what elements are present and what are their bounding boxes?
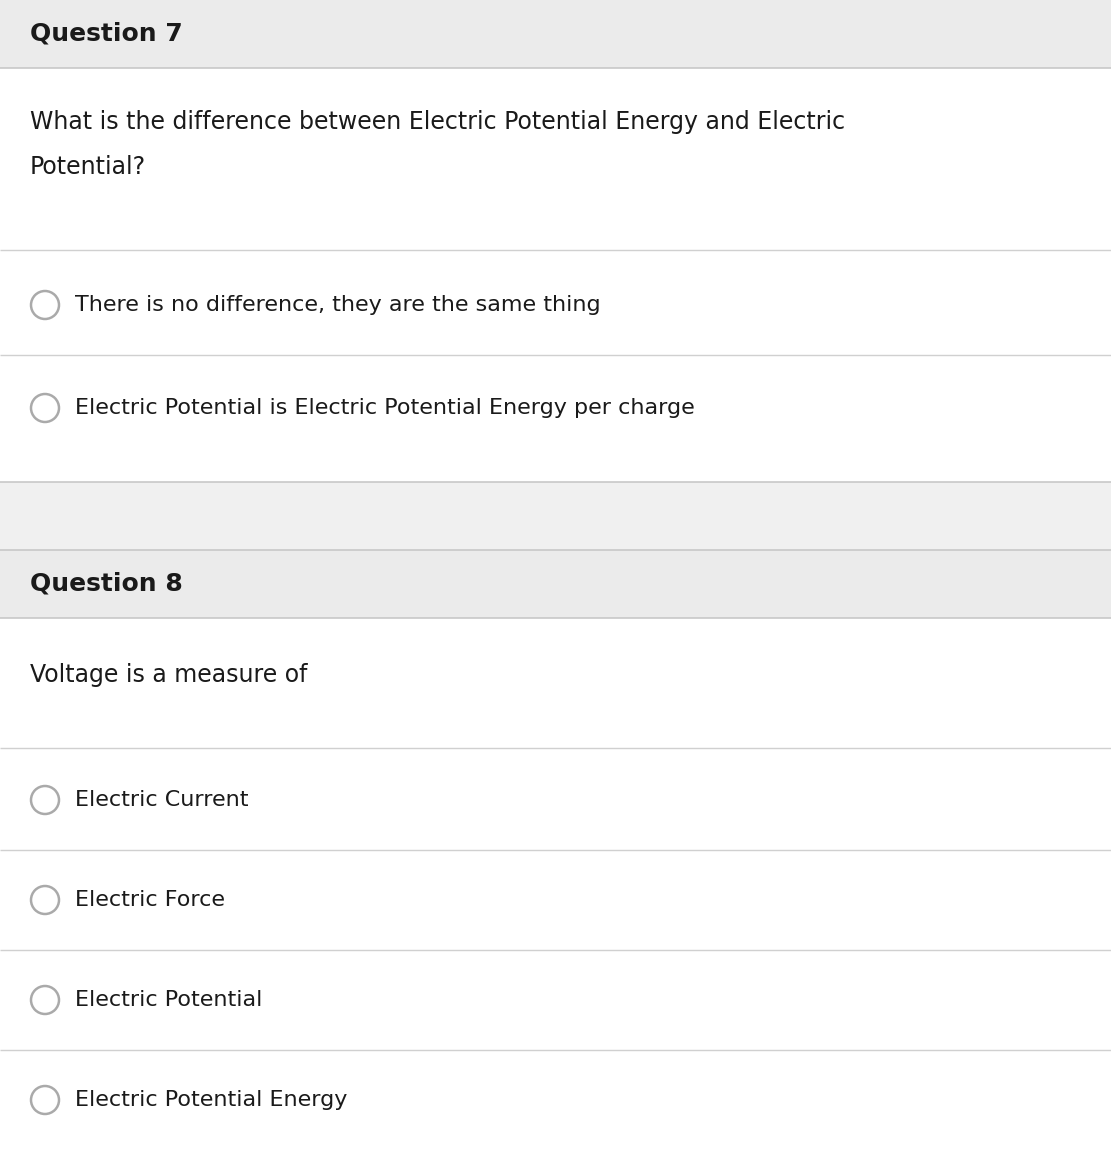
Text: Electric Potential: Electric Potential	[76, 990, 262, 1010]
Text: There is no difference, they are the same thing: There is no difference, they are the sam…	[76, 295, 601, 315]
Text: Electric Force: Electric Force	[76, 891, 226, 910]
Text: Voltage is a measure of: Voltage is a measure of	[30, 664, 308, 687]
FancyBboxPatch shape	[0, 618, 1111, 1158]
Text: What is the difference between Electric Potential Energy and Electric: What is the difference between Electric …	[30, 110, 845, 134]
Text: Question 8: Question 8	[30, 572, 182, 596]
Text: Question 7: Question 7	[30, 22, 182, 46]
FancyBboxPatch shape	[0, 68, 1111, 482]
Text: Electric Potential is Electric Potential Energy per charge: Electric Potential is Electric Potential…	[76, 398, 694, 418]
FancyBboxPatch shape	[0, 0, 1111, 68]
Text: Potential?: Potential?	[30, 155, 147, 179]
Text: Electric Current: Electric Current	[76, 790, 249, 809]
Text: Electric Potential Energy: Electric Potential Energy	[76, 1090, 348, 1111]
FancyBboxPatch shape	[0, 550, 1111, 618]
